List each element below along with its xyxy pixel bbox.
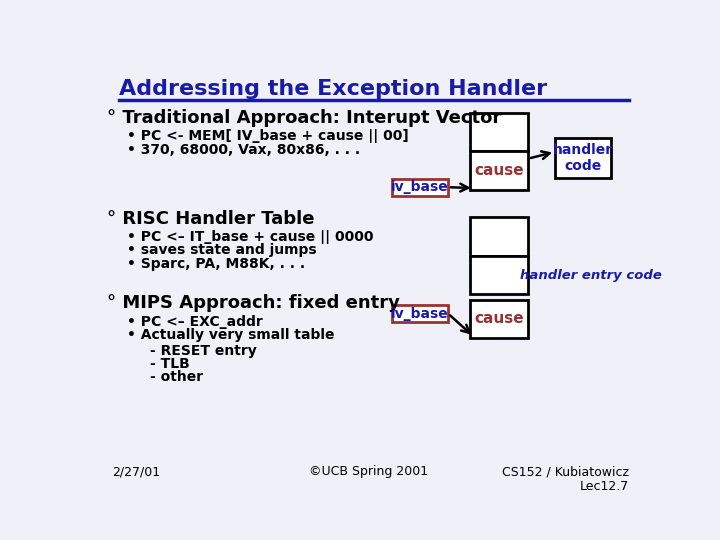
Text: • PC <– IT_base + cause || 0000: • PC <– IT_base + cause || 0000 [127,231,374,244]
Text: handler entry code: handler entry code [520,268,662,281]
Bar [469,151,528,190]
Text: Addressing the Exception Handler: Addressing the Exception Handler [120,79,548,99]
Text: - TLB: - TLB [150,356,190,370]
Text: CS152 / Kubiatowicz
Lec12.7: CS152 / Kubiatowicz Lec12.7 [502,465,629,493]
Text: - other: - other [150,370,204,384]
Bar [469,256,528,294]
Bar [392,179,448,195]
Bar [392,305,448,322]
Text: cause: cause [474,312,523,326]
Text: • Sparc, PA, M88K, . . .: • Sparc, PA, M88K, . . . [127,256,305,271]
Text: • PC <- MEM[ IV_base + cause || 00]: • PC <- MEM[ IV_base + cause || 00] [127,130,409,144]
Text: ° RISC Handler Table: ° RISC Handler Table [107,210,315,227]
Bar [469,217,528,256]
Bar [469,112,528,151]
Text: - RESET entry: - RESET entry [150,343,257,357]
Text: ° MIPS Approach: fixed entry: ° MIPS Approach: fixed entry [107,294,400,312]
Text: 2/27/01: 2/27/01 [112,465,160,478]
Text: • 370, 68000, Vax, 80x86, . . .: • 370, 68000, Vax, 80x86, . . . [127,143,360,157]
Text: • Actually very small table: • Actually very small table [127,328,335,342]
Bar [469,300,528,338]
Text: ©UCB Spring 2001: ©UCB Spring 2001 [310,465,428,478]
Text: handler
code: handler code [553,143,613,173]
Text: • PC <– EXC_addr: • PC <– EXC_addr [127,315,263,329]
Text: ° Traditional Approach: Interupt Vector: ° Traditional Approach: Interupt Vector [107,109,501,127]
Text: iv_base: iv_base [391,180,449,194]
Text: iv_base: iv_base [391,307,449,321]
Text: • saves state and jumps: • saves state and jumps [127,244,317,258]
Bar [555,138,611,178]
Text: cause: cause [474,163,523,178]
